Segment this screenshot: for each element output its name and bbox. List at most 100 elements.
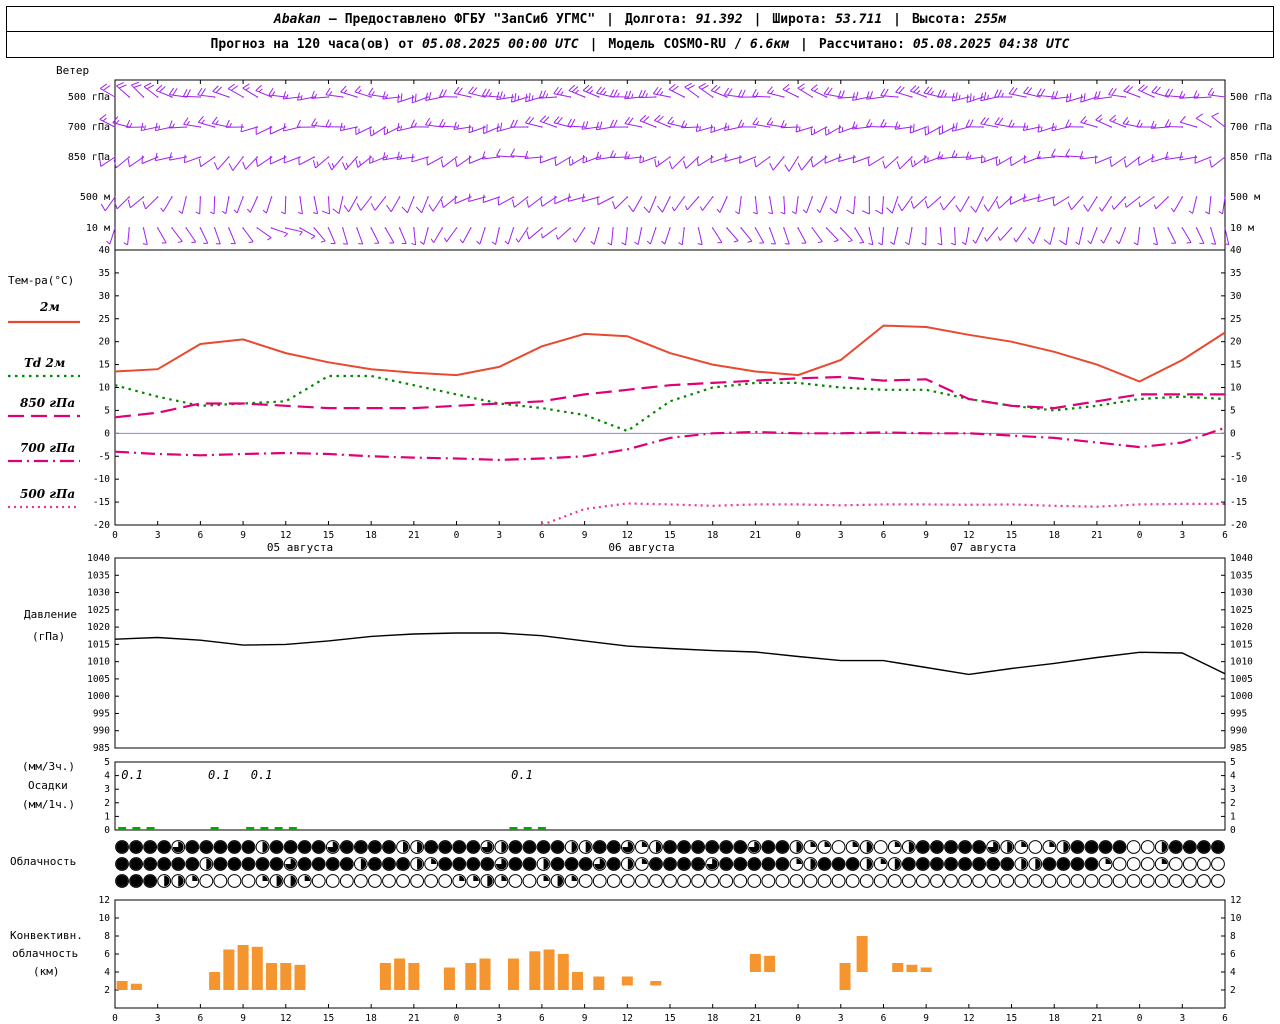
temperature-series: [114, 324, 1226, 527]
wind-barb-row-4: [106, 227, 1230, 246]
svg-text:20: 20: [99, 337, 111, 348]
calc-label: Рассчитано:: [818, 37, 905, 52]
svg-text:0.1: 0.1: [511, 768, 533, 782]
svg-text:18: 18: [1049, 530, 1061, 541]
temp-panel-title: Тем-ра(°C): [8, 274, 75, 287]
convective-title-line1: Конвективн.: [10, 929, 83, 942]
svg-text:1030: 1030: [87, 588, 110, 599]
svg-text:-15: -15: [93, 497, 110, 508]
svg-text:990: 990: [1230, 726, 1247, 737]
svg-text:1035: 1035: [87, 570, 110, 581]
svg-text:21: 21: [1091, 530, 1103, 541]
legend-label-500hpa: 500 гПа: [20, 487, 76, 501]
svg-text:1040: 1040: [87, 553, 110, 564]
svg-text:4: 4: [104, 771, 110, 782]
separator: |: [589, 37, 598, 52]
svg-text:25: 25: [1230, 314, 1241, 325]
svg-text:12: 12: [280, 530, 291, 541]
svg-text:18: 18: [365, 530, 377, 541]
svg-text:-10: -10: [93, 474, 110, 485]
svg-text:6: 6: [881, 1013, 887, 1024]
convective-title-line2: облачность: [12, 947, 79, 960]
svg-text:40: 40: [99, 245, 111, 256]
svg-text:12: 12: [963, 530, 974, 541]
svg-text:12: 12: [99, 895, 110, 906]
svg-text:500 м: 500 м: [1230, 192, 1260, 203]
svg-text:1: 1: [104, 811, 110, 822]
svg-text:4: 4: [104, 967, 110, 978]
precip-y-axis: 5 5 4 4 3 3 2 2 1 1 0 0: [104, 757, 1236, 836]
svg-text:1: 1: [1230, 811, 1236, 822]
svg-text:30: 30: [99, 291, 111, 302]
legend-label-2m: 2м: [40, 300, 60, 314]
svg-text:18: 18: [707, 530, 719, 541]
svg-text:3: 3: [104, 784, 110, 795]
svg-text:-20: -20: [1230, 520, 1247, 531]
svg-text:995: 995: [1230, 708, 1247, 719]
svg-text:1015: 1015: [87, 639, 110, 650]
svg-text:21: 21: [750, 1013, 762, 1024]
svg-text:3: 3: [838, 1013, 844, 1024]
svg-text:15: 15: [1006, 1013, 1017, 1024]
svg-text:1025: 1025: [1230, 605, 1253, 616]
svg-text:12: 12: [280, 1013, 291, 1024]
legend-label-700hpa: 700 гПа: [20, 441, 76, 455]
provider-text: Предоставлено ФГБУ "ЗапСиб УГМС": [344, 11, 596, 27]
wind-panel-title: Ветер: [56, 64, 90, 77]
svg-text:985: 985: [93, 743, 110, 754]
svg-text:18: 18: [365, 1013, 377, 1024]
temp-y-axis: 40 40 35 35 30 30 25 25 20 20 15 15 10 10 5 5 0 0 -5 -5 -10 -…: [93, 245, 1248, 531]
svg-text:10: 10: [99, 913, 111, 924]
svg-text:-10: -10: [1230, 474, 1247, 485]
svg-text:30: 30: [1230, 291, 1242, 302]
cloudiness-symbols: [115, 840, 1225, 888]
svg-text:1035: 1035: [1230, 570, 1253, 581]
svg-text:0.1: 0.1: [251, 768, 273, 782]
svg-text:0: 0: [1137, 1013, 1143, 1024]
temp-series-850 гПа: [114, 375, 1225, 419]
svg-text:1015: 1015: [1230, 639, 1253, 650]
calc-time: 05.08.2025 04:38 UTC: [912, 37, 1070, 52]
header: Abakan — Предоставлено ФГБУ "ЗапСиб УГМС…: [6, 6, 1274, 58]
svg-text:1005: 1005: [87, 674, 110, 685]
legend-label-td2m: Td 2м: [24, 356, 66, 370]
svg-text:40: 40: [1230, 245, 1242, 256]
svg-text:500 гПа: 500 гПа: [1230, 92, 1272, 103]
run-time: 05.08.2025 00:00 UTC: [422, 37, 579, 52]
latitude-label: Широта:: [772, 11, 828, 27]
svg-text:12: 12: [1230, 895, 1241, 906]
svg-text:-5: -5: [99, 451, 110, 462]
svg-text:2: 2: [104, 798, 110, 809]
longitude-value: 91.392: [695, 11, 743, 27]
svg-text:1040: 1040: [1230, 553, 1253, 564]
svg-text:0: 0: [795, 1013, 801, 1024]
svg-text:10 м: 10 м: [1230, 223, 1254, 234]
svg-text:3: 3: [1230, 784, 1236, 795]
svg-text:8: 8: [104, 931, 110, 942]
svg-text:1020: 1020: [1230, 622, 1253, 633]
svg-text:-15: -15: [1230, 497, 1247, 508]
svg-text:500 гПа: 500 гПа: [68, 92, 110, 103]
forecast-label: Прогноз на 120 часа(ов) от: [210, 37, 415, 52]
header-dash: —: [328, 11, 337, 27]
svg-text:0: 0: [1230, 428, 1236, 439]
wind-barb-row-2: [99, 148, 1226, 172]
pressure-y-axis: 1040 1040 1035 1035 1030 1030 1025 1025 1020 1020…: [87, 553, 1253, 754]
svg-text:21: 21: [750, 530, 762, 541]
svg-text:3: 3: [838, 530, 844, 541]
svg-text:0: 0: [795, 530, 801, 541]
svg-text:0: 0: [112, 1013, 118, 1024]
svg-text:500 м: 500 м: [80, 192, 110, 203]
svg-text:15: 15: [1006, 530, 1017, 541]
svg-text:10: 10: [1230, 913, 1242, 924]
svg-text:-5: -5: [1230, 451, 1241, 462]
altitude-value: 255м: [974, 11, 1007, 27]
pressure-title-line1: Давление: [24, 608, 77, 621]
wind-barb-row-3: [100, 193, 1226, 215]
svg-text:6: 6: [539, 530, 545, 541]
svg-text:850 гПа: 850 гПа: [1230, 152, 1272, 163]
conv-y-axis: 12 12 10 10 8 8 6 6 4 4 2 2: [99, 895, 1242, 996]
convective-title-line3: (км): [33, 965, 60, 978]
separator: |: [893, 11, 901, 27]
svg-text:10 м: 10 м: [86, 223, 110, 234]
